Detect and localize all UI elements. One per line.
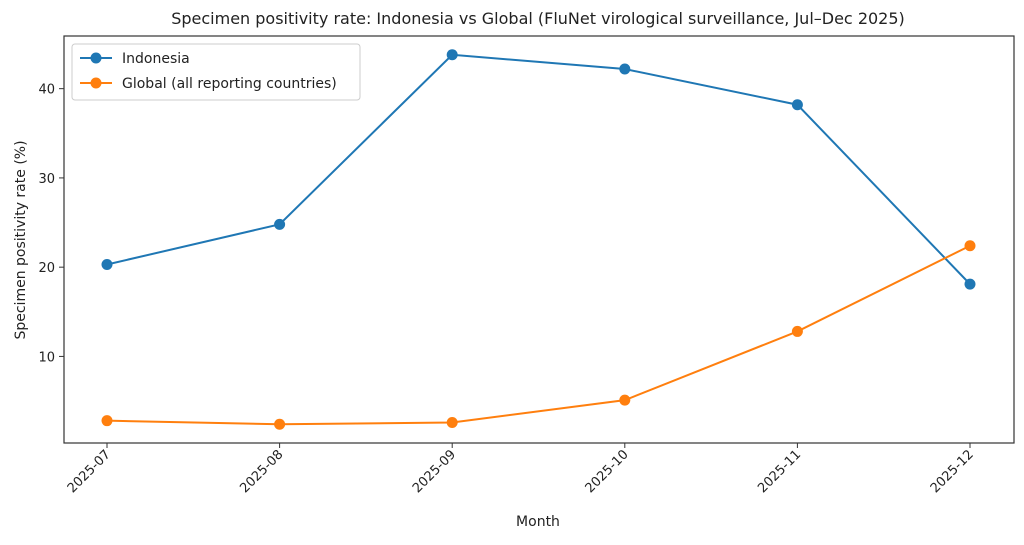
data-point (446, 49, 458, 61)
series-lines (101, 49, 976, 430)
y-tick-label: 30 (38, 172, 55, 187)
legend-label: Indonesia (122, 51, 190, 67)
x-tick-label: 2025-07 (65, 447, 114, 496)
data-point (619, 63, 631, 75)
y-axis-label: Specimen positivity rate (%) (13, 140, 29, 339)
data-point (964, 240, 976, 252)
x-tick-label: 2025-08 (237, 447, 286, 496)
x-axis-label: Month (516, 514, 560, 530)
data-point (619, 394, 631, 406)
plot-area (63, 35, 1015, 444)
data-point (791, 325, 803, 337)
x-tick-label: 2025-10 (583, 447, 632, 496)
data-point (791, 99, 803, 111)
data-point (446, 416, 458, 428)
data-point (274, 218, 286, 230)
data-point (101, 415, 113, 427)
data-point (964, 278, 976, 290)
legend-marker (90, 77, 102, 89)
legend: Indonesia Global (all reporting countries… (71, 43, 361, 101)
series-line-0 (106, 53, 971, 285)
y-tick-label: 40 (38, 83, 55, 98)
legend-marker (90, 52, 102, 64)
legend-label: Global (all reporting countries) (122, 76, 337, 92)
series-line-1 (106, 244, 971, 426)
x-tick-label: 2025-11 (755, 447, 804, 496)
y-tick-label: 10 (38, 350, 55, 365)
data-point (274, 418, 286, 430)
x-axis: 2025-07 2025-08 2025-09 2025-10 2025-11 2025-… (65, 443, 977, 496)
y-tick-label: 20 (38, 261, 55, 276)
x-tick-label: 2025-12 (928, 447, 977, 496)
data-point (101, 258, 113, 270)
y-axis: 10 20 30 40 (38, 83, 64, 365)
x-tick-label: 2025-09 (410, 447, 459, 496)
legend-box (71, 43, 361, 101)
chart-title: Specimen positivity rate: Indonesia vs G… (171, 9, 905, 28)
